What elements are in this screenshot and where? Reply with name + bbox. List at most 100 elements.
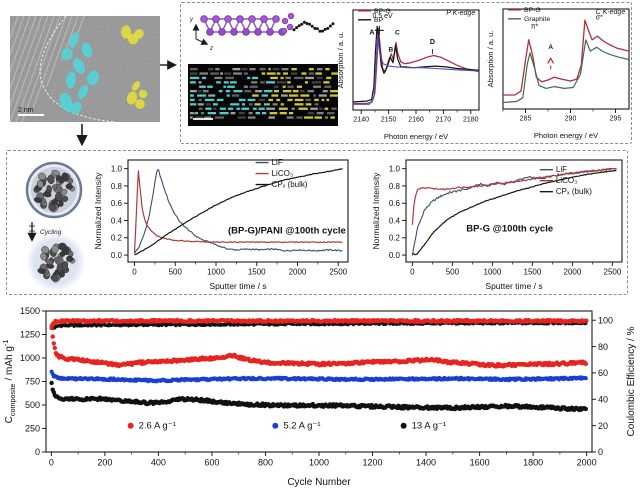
sputter-pani-series-LiCO₃ — [133, 170, 343, 253]
sputter-pani-annotation: (BP-G)/PANI @100th cycle — [228, 225, 346, 236]
svg-text:0.5 eV: 0.5 eV — [372, 13, 393, 20]
sputter-pani-axes: 0 500 1000 1500 2000 2500 0.0 0.2 0.4 0.6 0.8 1.0 Sp… — [93, 159, 349, 291]
sputter-bpg-series-CPₓ (bulk) — [412, 169, 617, 256]
tem-scale-label: 2 nm — [18, 107, 34, 114]
sputter-pani-series-CPₓ (bulk) — [134, 167, 343, 256]
svg-text:LiCO₃: LiCO₃ — [556, 176, 577, 185]
sputter-bpg-annotation: BP-G @100th cycle — [466, 223, 553, 234]
svg-text:Normalized Intensity: Normalized Intensity — [93, 172, 103, 250]
cycling-series-2.6 A g⁻¹ — [49, 325, 588, 369]
svg-text:0.6: 0.6 — [111, 199, 123, 208]
c-k-edge-chart: 285 290 295 Photon energy / eV Absorption / … — [486, 7, 630, 140]
svg-text:D: D — [430, 39, 435, 46]
cycling-legend: 2.6 A g⁻¹ 5.2 A g⁻¹ 13 A g⁻¹ — [127, 421, 447, 432]
cycling-series-CE 2.6 A g⁻¹ — [49, 317, 589, 328]
svg-text:2000: 2000 — [564, 268, 582, 277]
svg-text:0.8: 0.8 — [389, 182, 401, 191]
cycling-chart: 0 200 400 600 800 1000 1200 1400 1600 1800 2000025… — [2, 306, 637, 488]
sputter-bpg-legend: LiF LiCO₃ CPₓ (bulk) — [539, 165, 592, 196]
p-k-edge-annotation: B — [388, 46, 393, 53]
svg-text:1600: 1600 — [470, 458, 490, 468]
p-k-edge-annotation: 0.5 eV — [372, 13, 393, 20]
svg-text:13 A g⁻¹: 13 A g⁻¹ — [412, 421, 447, 432]
svg-text:0.4: 0.4 — [111, 216, 123, 225]
svg-text:Sputter time / s: Sputter time / s — [209, 281, 266, 291]
svg-text:1400: 1400 — [416, 458, 436, 468]
svg-text:Photon energy / eV: Photon energy / eV — [384, 132, 448, 141]
svg-text:0.2: 0.2 — [111, 234, 123, 243]
cycling-series-5.2 A g⁻¹ — [49, 369, 588, 384]
svg-text:0.2: 0.2 — [389, 234, 401, 243]
p-k-edge-annotation: D — [430, 39, 435, 46]
svg-text:0.8: 0.8 — [111, 182, 123, 191]
svg-text:BP-G: BP-G — [374, 8, 391, 15]
svg-text:80: 80 — [598, 342, 608, 352]
svg-text:500: 500 — [169, 268, 183, 277]
svg-text:285: 285 — [520, 116, 532, 123]
svg-text:CPₓ (bulk): CPₓ (bulk) — [272, 180, 308, 189]
c-k-edge-axes: 285 290 295 Photon energy / eV Absorption / … — [486, 8, 630, 140]
svg-text:B: B — [388, 46, 393, 53]
svg-text:BP-G @100th cycle: BP-G @100th cycle — [466, 223, 553, 234]
svg-text:1500: 1500 — [524, 268, 542, 277]
svg-text:1000: 1000 — [309, 458, 329, 468]
c-k-edge-annotation: π* — [531, 24, 539, 31]
svg-text:C K-edge: C K-edge — [596, 9, 626, 16]
sputter-pani-legend: LiF LiCO₃ CPₓ (bulk) — [255, 158, 308, 189]
stem-rows — [190, 68, 338, 119]
svg-text:1.0: 1.0 — [111, 165, 123, 174]
arrow-down-icon — [76, 124, 88, 147]
stem-scale-label: 1 nm — [193, 112, 206, 118]
p-k-edge-legend: BP-G BP — [358, 8, 391, 24]
svg-text:σ*: σ* — [596, 14, 603, 21]
c-k-edge-annotation: C K-edge — [596, 9, 626, 16]
stem-image: 1 nm — [188, 64, 338, 126]
svg-text:P K-edge: P K-edge — [446, 10, 475, 17]
sputter-bpg-axes: 0 500 1000 1500 2000 2500 0.0 0.2 0.4 0.6 0.8 1.0 Sp… — [371, 159, 623, 291]
svg-text:2500: 2500 — [329, 268, 347, 277]
svg-text:800: 800 — [258, 458, 273, 468]
svg-text:1000: 1000 — [484, 268, 502, 277]
cycling-schematic: Cycling — [25, 161, 86, 292]
middle-dashed-box — [6, 150, 628, 295]
svg-text:Absorption / a. u.: Absorption / a. u. — [486, 31, 495, 88]
svg-text:0: 0 — [132, 268, 137, 277]
svg-text:Ccomposite / mAh g-1: Ccomposite / mAh g-1 — [2, 340, 17, 424]
svg-text:295: 295 — [610, 116, 622, 123]
c-k-edge-annotation: A — [548, 44, 553, 51]
svg-text:1000: 1000 — [20, 353, 40, 363]
c-k-edge-annotation — [547, 57, 555, 70]
svg-text:Normalized Intensity: Normalized Intensity — [371, 172, 381, 250]
svg-text:0.6: 0.6 — [389, 199, 401, 208]
svg-text:750: 750 — [25, 377, 40, 387]
svg-text:60: 60 — [598, 368, 608, 378]
svg-text:1800: 1800 — [523, 458, 543, 468]
model-axis-y-label: y — [189, 17, 194, 23]
svg-text:1.0: 1.0 — [389, 165, 401, 174]
molecule-shapes — [192, 12, 335, 45]
svg-text:500: 500 — [25, 400, 40, 410]
svg-text:Absorption / a. u.: Absorption / a. u. — [336, 32, 345, 89]
svg-text:5.2 A g⁻¹: 5.2 A g⁻¹ — [283, 421, 320, 432]
svg-text:400: 400 — [151, 458, 166, 468]
svg-text:0.0: 0.0 — [111, 251, 123, 260]
svg-text:Photon energy / eV: Photon energy / eV — [534, 131, 598, 140]
svg-text:0: 0 — [49, 458, 54, 468]
sputter-bpg-chart: 0 500 1000 1500 2000 2500 0.0 0.2 0.4 0.6 0.8 1.0 Sp… — [371, 159, 623, 291]
arrow-right-icon — [160, 60, 177, 70]
svg-text:0: 0 — [35, 447, 40, 457]
p-k-edge-series-2 — [353, 35, 480, 105]
sputter-bpg-series-LiCO₃ — [411, 167, 617, 225]
svg-text:Sputter time / s: Sputter time / s — [485, 281, 542, 291]
svg-text:C: C — [395, 29, 400, 36]
svg-text:(BP-G)/PANI @100th cycle: (BP-G)/PANI @100th cycle — [228, 225, 346, 236]
svg-text:250: 250 — [25, 424, 40, 434]
sputter-pani-series-LiF — [134, 169, 343, 255]
cycling-series-13 A g⁻¹ — [49, 380, 588, 413]
svg-text:1500: 1500 — [20, 306, 40, 316]
svg-text:CPₓ (bulk): CPₓ (bulk) — [556, 187, 592, 196]
top-dashed-box — [180, 2, 632, 144]
c-k-edge-series-BP-G — [503, 19, 630, 96]
svg-text:2140: 2140 — [353, 117, 369, 124]
